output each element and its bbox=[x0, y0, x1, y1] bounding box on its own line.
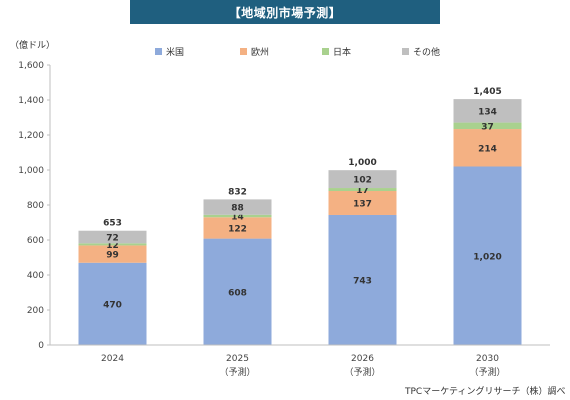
x-tick-sublabel: （予測） bbox=[469, 366, 505, 378]
segment-value-label: 102 bbox=[353, 176, 372, 186]
x-tick-label: 2025 bbox=[226, 354, 249, 364]
x-tick-label: 2024 bbox=[101, 354, 124, 364]
bar-segment bbox=[203, 217, 272, 239]
y-tick-label: 200 bbox=[27, 306, 44, 316]
bar-segment bbox=[78, 230, 147, 244]
bar-segment bbox=[203, 199, 272, 215]
legend: 米国 欧州 日本 その他 bbox=[155, 46, 440, 58]
segment-value-label: 608 bbox=[228, 288, 247, 298]
segment-value-label: 743 bbox=[353, 276, 372, 286]
bar-segment bbox=[78, 245, 147, 263]
segment-value-label: 37 bbox=[481, 122, 494, 132]
legend-label: 日本 bbox=[333, 46, 351, 58]
legend-label: 欧州 bbox=[251, 46, 269, 58]
legend-swatch bbox=[322, 48, 329, 55]
total-value-label: 832 bbox=[228, 187, 247, 197]
x-tick-sublabel: （予測） bbox=[219, 366, 255, 378]
bar-segment bbox=[453, 122, 522, 130]
legend-swatch bbox=[402, 48, 409, 55]
legend-swatch bbox=[155, 48, 162, 55]
y-tick-label: 0 bbox=[38, 341, 44, 351]
segment-value-label: 14 bbox=[231, 213, 244, 223]
segment-value-label: 1,020 bbox=[473, 252, 501, 262]
y-axis-unit-label: （億ドル） bbox=[10, 41, 56, 51]
segment-value-label: 12 bbox=[106, 241, 119, 251]
bar-segment bbox=[453, 99, 522, 123]
segment-value-label: 122 bbox=[228, 224, 247, 234]
x-tick-sublabel: （予測） bbox=[344, 366, 380, 378]
legend-swatch bbox=[240, 48, 247, 55]
x-tick-label: 2030 bbox=[476, 354, 499, 364]
chart-title: 【地域別市場予測】 bbox=[130, 0, 440, 24]
bar-segment bbox=[78, 243, 147, 246]
segment-value-label: 470 bbox=[103, 300, 122, 310]
segment-value-label: 134 bbox=[478, 107, 497, 117]
x-axis: 2024 2025 （予測） 2026 （予測） 2030 （予測） bbox=[50, 344, 550, 378]
segment-value-label: 99 bbox=[106, 251, 119, 261]
total-value-label: 1,000 bbox=[348, 158, 376, 168]
y-tick-label: 1,200 bbox=[18, 131, 44, 141]
y-tick-label: 1,000 bbox=[18, 166, 44, 176]
source-note: TPCマーケティングリサーチ（株）調べ bbox=[405, 387, 566, 397]
bar-segment bbox=[78, 262, 147, 345]
segment-value-label: 88 bbox=[231, 204, 244, 214]
segment-value-label: 72 bbox=[106, 234, 119, 244]
legend-label: その他 bbox=[413, 46, 440, 58]
y-axis: 0 200 400 600 800 1,000 1,200 1,400 1,600 bbox=[18, 61, 51, 351]
x-tick-label: 2026 bbox=[351, 354, 374, 364]
bar-segment bbox=[453, 129, 522, 167]
y-tick-label: 1,600 bbox=[18, 61, 44, 71]
bar-segment bbox=[328, 191, 397, 215]
total-value-label: 1,405 bbox=[473, 87, 501, 97]
bar-segment bbox=[203, 214, 272, 218]
bar-segment bbox=[328, 170, 397, 189]
bar-segment bbox=[328, 188, 397, 191]
bar-segment bbox=[328, 214, 397, 345]
legend-label: 米国 bbox=[166, 46, 184, 58]
segment-value-label: 17 bbox=[356, 186, 369, 196]
bar-segment bbox=[203, 238, 272, 345]
y-tick-label: 400 bbox=[27, 271, 44, 281]
y-tick-label: 800 bbox=[27, 201, 44, 211]
y-tick-label: 1,400 bbox=[18, 96, 44, 106]
total-value-label: 653 bbox=[103, 219, 122, 229]
bar-segment bbox=[453, 166, 522, 345]
y-tick-label: 600 bbox=[27, 236, 44, 246]
segment-value-label: 214 bbox=[478, 144, 497, 154]
segment-value-label: 137 bbox=[353, 199, 372, 209]
